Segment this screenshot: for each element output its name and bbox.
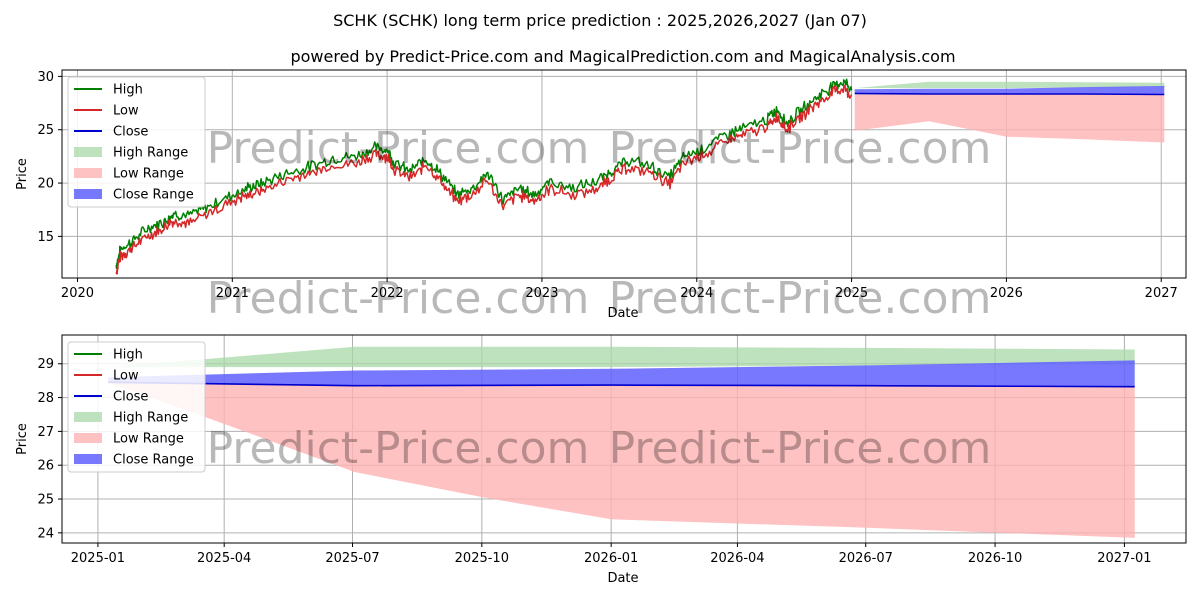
top-high-range-band (854, 81, 1165, 89)
top-y-tick-label: 25 (37, 123, 54, 138)
top-x-tick-label: 2021 (216, 286, 249, 301)
mid-watermark-left: Predict-Price.com (207, 273, 590, 324)
top-low-series-line (115, 84, 853, 275)
top-x-tick-label: 2027 (1145, 286, 1178, 301)
top-legend-box (67, 76, 206, 208)
bottom-y-tick-label: 29 (37, 357, 54, 372)
bottom-legend-label-4: Low Range (113, 432, 184, 447)
bottom-legend-patch-5 (74, 454, 102, 464)
bottom-x-tick-label: 2026-10 (968, 551, 1022, 566)
top-watermark-left: Predict-Price.com (207, 123, 590, 174)
top-y-tick-label: 20 (37, 177, 54, 192)
bottom-close-range-band (108, 360, 1135, 387)
bottom-y-tick-label: 25 (37, 493, 54, 508)
prediction-chart: 2025-01 2025-04 2025-07 2025-10 2026-01 2026-… (15, 334, 1187, 586)
bottom-watermark-left: Predict-Price.com (207, 423, 590, 474)
top-legend-label-1: Low (113, 104, 139, 119)
bottom-axes-frame (61, 334, 1187, 544)
bottom-x-tick-label: 2027-01 (1097, 551, 1151, 566)
bottom-close-series-line (108, 381, 1135, 388)
top-x-tick-label: 2022 (371, 286, 404, 301)
chart-title: SCHK (SCHK) long term price prediction :… (333, 11, 867, 30)
top-legend-label-3: High Range (113, 146, 188, 161)
bottom-x-tick-label: 2026-07 (839, 551, 893, 566)
bottom-legend-label-0: High (113, 348, 143, 363)
top-close-series-line (854, 92, 1165, 96)
top-legend-label-4: Low Range (113, 167, 184, 182)
top-x-axis-label: Date (607, 306, 638, 321)
top-x-tick-label: 2024 (680, 286, 713, 301)
top-axes-frame (61, 69, 1187, 279)
top-x-tick-label: 2026 (990, 286, 1023, 301)
top-high-series-line (115, 78, 853, 270)
bottom-y-tick-label: 27 (37, 425, 54, 440)
bottom-x-tick-label: 2025-07 (325, 551, 379, 566)
bottom-y-tick-label: 26 (37, 459, 54, 474)
bottom-y-axis-label: Price (15, 423, 30, 455)
top-low-range-band (854, 93, 1165, 143)
bottom-legend-label-5: Close Range (113, 453, 194, 468)
bottom-x-tick-label: 2026-04 (710, 551, 764, 566)
mid-watermark-right: Predict-Price.com (609, 273, 992, 324)
bottom-x-tick-label: 2025-04 (197, 551, 251, 566)
bottom-high-range-band (108, 346, 1135, 368)
bottom-x-tick-label: 2025-01 (71, 551, 125, 566)
top-legend-patch-5 (74, 189, 102, 199)
top-y-tick-label: 30 (37, 70, 54, 85)
bottom-x-tick-label: 2026-01 (584, 551, 638, 566)
top-x-tick-label: 2025 (835, 286, 868, 301)
bottom-low-range-band (108, 382, 1135, 538)
top-legend-label-5: Close Range (113, 188, 194, 203)
top-y-axis-label: Price (15, 158, 30, 190)
bottom-legend-label-1: Low (113, 369, 139, 384)
top-x-tick-label: 2020 (61, 286, 94, 301)
bottom-legend-label-3: High Range (113, 411, 188, 426)
top-x-tick-label: 2023 (525, 286, 558, 301)
chart-subtitle: powered by Predict-Price.com and Magical… (290, 47, 955, 66)
bottom-legend-patch-4 (74, 433, 102, 443)
bottom-x-tick-label: 2025-10 (455, 551, 509, 566)
history-chart: 2020 2021 2022 2023 2024 2025 2026 202715202530… (15, 69, 1187, 321)
top-watermark-right: Predict-Price.com (609, 123, 992, 174)
top-close-range-band (854, 86, 1165, 95)
bottom-legend-box (67, 341, 206, 473)
bottom-legend-label-2: Close (113, 390, 148, 405)
bottom-legend-patch-3 (74, 412, 102, 422)
top-legend-patch-4 (74, 168, 102, 178)
bottom-y-tick-label: 28 (37, 391, 54, 406)
top-legend: High Low Close High Range Low Range Close Ran… (67, 76, 206, 208)
bottom-y-tick-label: 24 (37, 526, 54, 541)
top-legend-label-0: High (113, 83, 143, 98)
top-legend-patch-3 (74, 147, 102, 157)
top-y-tick-label: 15 (37, 230, 54, 245)
bottom-x-axis-label: Date (607, 571, 638, 586)
top-legend-label-2: Close (113, 125, 148, 140)
bottom-legend: High Low Close High Range Low Range Close Ran… (67, 341, 206, 473)
bottom-watermark-right: Predict-Price.com (609, 423, 992, 474)
